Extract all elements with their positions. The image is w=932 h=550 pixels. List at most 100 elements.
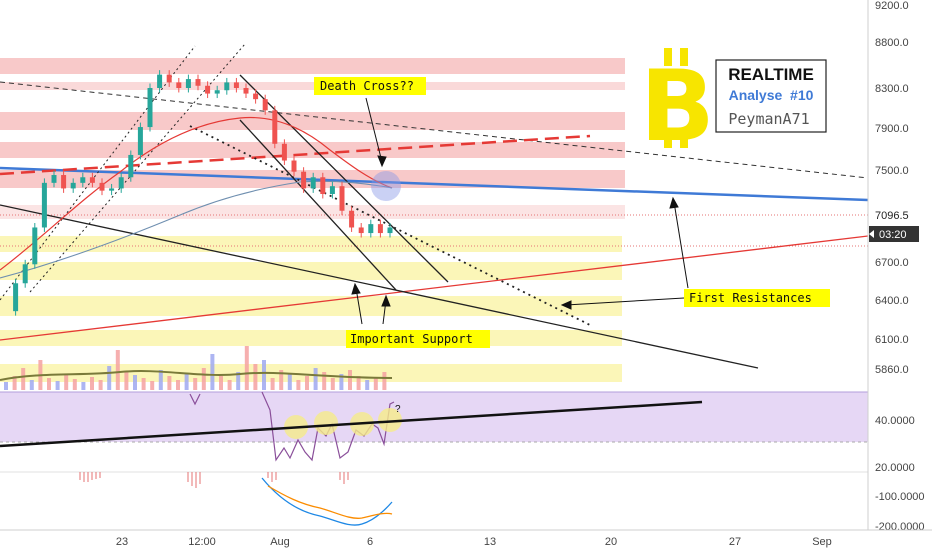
price-candle <box>224 82 230 91</box>
price-candle <box>253 93 259 100</box>
volume-bar <box>227 380 232 390</box>
volume-bar <box>201 368 206 390</box>
volume-bar <box>262 360 266 390</box>
important-support-label: Important Support <box>346 330 490 348</box>
price-candle <box>80 177 86 183</box>
time-tick: 20 <box>605 536 617 548</box>
price-candle <box>61 175 67 189</box>
volume-bar <box>176 380 180 390</box>
volume-bar <box>4 382 8 390</box>
price-candle <box>32 227 38 265</box>
support-zone <box>0 364 622 382</box>
price-candle <box>70 182 76 189</box>
title-main: REALTIME <box>728 65 814 84</box>
volume-bar <box>12 376 17 390</box>
price-tick: 7500.0 <box>875 165 909 177</box>
volume-bar <box>253 364 258 390</box>
title-author: PeymanA71 <box>728 110 809 128</box>
time-tick: 12:00 <box>188 536 216 548</box>
death-cross-label: Death Cross?? <box>314 77 426 95</box>
macd-line <box>261 477 393 526</box>
volume-bar <box>29 380 34 390</box>
volume-bar <box>356 376 361 390</box>
price-candle <box>262 99 268 111</box>
price-tick: 7900.0 <box>875 123 909 135</box>
important-support-text: Important Support <box>350 332 473 346</box>
question-mark: ? <box>395 404 401 415</box>
price-candle <box>22 264 28 284</box>
volume-bar <box>115 350 120 390</box>
volume-bar <box>21 368 26 390</box>
arrow-resistance-blue <box>673 201 689 289</box>
price-candle <box>99 182 105 191</box>
oscillator-trendline <box>0 400 703 448</box>
volume-bar <box>167 376 172 390</box>
volume-bar <box>184 374 189 390</box>
price-tick: 9200.0 <box>875 0 909 12</box>
price-candle <box>176 82 182 88</box>
volume-bar <box>373 378 378 390</box>
price-candles <box>13 70 393 316</box>
volume-bar <box>382 372 387 390</box>
long-dashed-trendline <box>0 81 869 179</box>
price-tick: 8800.0 <box>875 37 909 49</box>
resistance-zone <box>0 112 625 130</box>
macd-signal-line <box>267 485 393 519</box>
price-candle <box>214 90 220 94</box>
price-candle <box>291 160 297 172</box>
macd-tick: -100.0000 <box>875 491 925 503</box>
volume-bar <box>133 375 137 390</box>
title-box: REALTIME Analyse #10 PeymanA71 <box>715 59 827 133</box>
support-zone <box>0 296 622 316</box>
price-tick: 6400.0 <box>875 295 909 307</box>
price-candle <box>339 186 345 211</box>
price-candle <box>128 154 134 178</box>
annotation-arrows <box>351 97 689 325</box>
resistance-zone <box>0 58 625 74</box>
volume-bar <box>305 376 309 390</box>
time-axis: 23 12:00 Aug 6 13 20 27 Sep <box>0 529 932 548</box>
first-resistances-text: First Resistances <box>689 291 812 305</box>
volume-bar <box>330 378 335 390</box>
volume-bar <box>64 374 69 390</box>
arrowhead <box>381 294 391 307</box>
blue-moving-average <box>0 180 393 279</box>
arrowhead <box>351 282 361 295</box>
price-candle <box>320 177 326 194</box>
volume-bar <box>236 372 241 390</box>
time-tick: 6 <box>367 536 373 548</box>
time-tick: 27 <box>729 536 741 548</box>
volume-bar <box>193 378 198 390</box>
price-axis: 9200.0 8800.0 8300.0 7900.0 7500.0 7096.… <box>867 0 927 533</box>
countdown-label: 03:20 <box>879 229 907 241</box>
volume-bar <box>365 380 370 390</box>
arrowhead <box>560 300 572 310</box>
volume-bar <box>55 381 60 390</box>
death-cross-text: Death Cross?? <box>320 79 414 93</box>
volume-bar <box>270 378 275 390</box>
price-tick: 6100.0 <box>875 334 909 346</box>
red-support-line <box>0 235 869 341</box>
price-candle <box>233 82 239 88</box>
macd-pane <box>0 471 868 526</box>
time-tick: 23 <box>116 536 128 548</box>
volume-bar <box>72 379 77 390</box>
volume-bars <box>0 346 393 390</box>
first-resistances-label: First Resistances <box>684 289 830 307</box>
volume-bar <box>219 376 223 390</box>
volume-bar <box>98 380 103 390</box>
price-candle <box>358 227 364 234</box>
oscillator-tick: 20.0000 <box>875 462 915 474</box>
volume-bar <box>141 378 146 390</box>
bitcoin-logo-icon: B <box>640 48 715 164</box>
volume-bar <box>150 381 155 390</box>
time-tick: 13 <box>484 536 496 548</box>
volume-bar <box>90 377 94 390</box>
macd-tick: -200.0000 <box>875 521 925 533</box>
price-candle <box>272 110 278 144</box>
price-candle <box>329 186 335 194</box>
price-candle <box>387 227 393 234</box>
red-dashed-trendline <box>0 134 591 176</box>
volume-moving-average <box>0 370 393 381</box>
